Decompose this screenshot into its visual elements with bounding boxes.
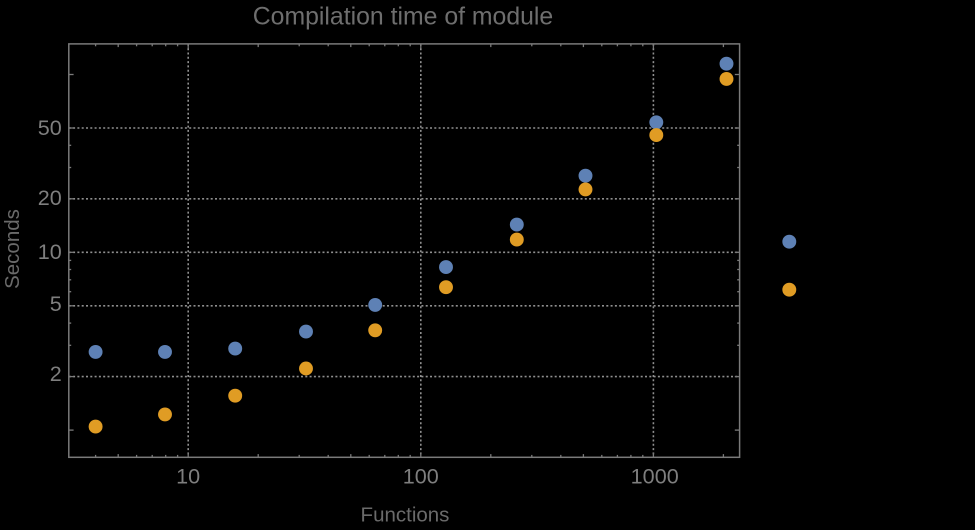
svg-text:Functions: Functions bbox=[361, 504, 450, 526]
svg-text:50: 50 bbox=[38, 115, 62, 140]
svg-text:5: 5 bbox=[50, 291, 62, 316]
svg-text:10: 10 bbox=[176, 464, 200, 489]
svg-text:100: 100 bbox=[403, 464, 439, 489]
svg-text:Compilation time of module: Compilation time of module bbox=[253, 3, 553, 30]
svg-text:Seconds: Seconds bbox=[1, 209, 24, 289]
svg-text:1000: 1000 bbox=[631, 464, 679, 489]
svg-text:2: 2 bbox=[50, 361, 62, 386]
svg-text:20: 20 bbox=[38, 185, 62, 210]
svg-text:10: 10 bbox=[38, 239, 62, 264]
